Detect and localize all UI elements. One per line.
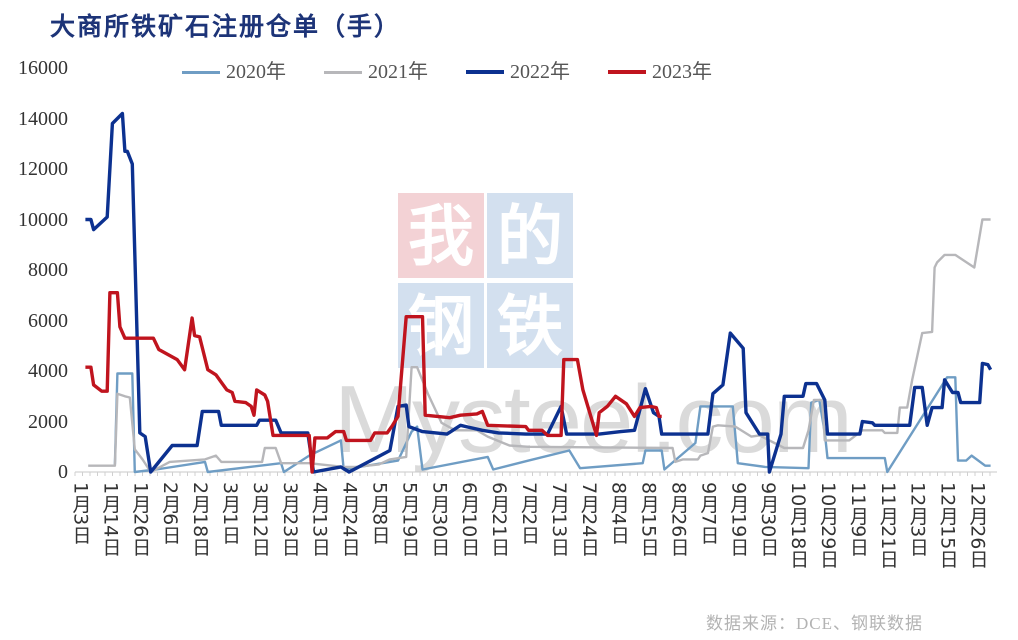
y-tick-label: 12000 bbox=[18, 158, 68, 180]
watermark-tile: 铁 bbox=[487, 283, 573, 368]
x-tick-label: 7月13日 bbox=[547, 482, 570, 557]
watermark-tile: 我 bbox=[398, 193, 484, 278]
legend-item: 2021年 bbox=[324, 60, 428, 84]
y-tick-label: 0 bbox=[58, 461, 68, 483]
y-tick-label: 10000 bbox=[18, 208, 68, 231]
watermark-char: 的 bbox=[497, 196, 563, 275]
y-tick-label: 4000 bbox=[28, 360, 68, 382]
watermark-char: 钢 bbox=[408, 286, 474, 365]
watermark-tile: 钢 bbox=[398, 283, 484, 368]
x-tick-label: 9月7日 bbox=[697, 482, 720, 545]
x-tick-label: 5月19日 bbox=[398, 482, 421, 557]
x-tick-label: 6月10日 bbox=[458, 482, 481, 557]
x-tick-label: 10月18日 bbox=[787, 482, 810, 569]
series-line-2022 bbox=[85, 111, 993, 474]
y-tick-label: 2000 bbox=[28, 410, 68, 433]
x-tick-label: 1月14日 bbox=[99, 482, 122, 557]
legend-swatch bbox=[608, 70, 646, 74]
legend-label: 2021年 bbox=[368, 61, 428, 83]
legend-label: 2023年 bbox=[652, 61, 712, 83]
x-tick-label: 8月4日 bbox=[607, 482, 630, 545]
x-tick-label: 4月24日 bbox=[338, 482, 361, 557]
x-tick-label: 5月30日 bbox=[428, 482, 451, 557]
x-tick-label: 3月12日 bbox=[248, 482, 271, 557]
legend-item: 2022年 bbox=[466, 60, 570, 84]
data-source-note: 数据来源：DCE、钢联数据 bbox=[706, 614, 923, 633]
x-tick-label: 7月2日 bbox=[518, 482, 540, 545]
series-line-2021 bbox=[88, 218, 991, 474]
x-tick-label: 2月6日 bbox=[159, 482, 182, 545]
x-tick-label: 9月19日 bbox=[727, 482, 750, 557]
x-tick-label: 12月3日 bbox=[906, 482, 929, 557]
x-tick-label: 12月15日 bbox=[936, 482, 959, 569]
watermark-tile: 的 bbox=[487, 193, 573, 278]
legend-swatch bbox=[466, 70, 504, 74]
x-tick-label: 12月26日 bbox=[966, 482, 989, 569]
legend-item: 2023年 bbox=[608, 60, 712, 84]
legend-label: 2020年 bbox=[226, 61, 286, 83]
x-tick-label: 3月1日 bbox=[219, 482, 241, 545]
chart-title: 大商所铁矿石注册仓单（手） bbox=[50, 12, 402, 41]
y-tick-label: 16000 bbox=[18, 57, 68, 79]
y-tick-label: 14000 bbox=[18, 107, 68, 130]
x-tick-label: 11月9日 bbox=[846, 482, 869, 557]
y-tick-label: 6000 bbox=[28, 309, 68, 332]
y-tick-label: 8000 bbox=[28, 259, 68, 281]
series-line-2023 bbox=[85, 291, 662, 474]
legend-swatch bbox=[182, 70, 220, 74]
x-tick-label: 11月21日 bbox=[876, 482, 899, 569]
series-line-2020 bbox=[113, 372, 991, 474]
x-tick-label: 7月24日 bbox=[577, 482, 600, 557]
x-tick-label: 4月13日 bbox=[308, 482, 331, 557]
x-tick-label: 10月29日 bbox=[817, 482, 839, 569]
x-tick-label: 3月23日 bbox=[278, 482, 301, 557]
x-tick-label: 2月18日 bbox=[189, 482, 212, 557]
x-tick-label: 8月15日 bbox=[637, 482, 660, 557]
x-tick-label: 8月26日 bbox=[667, 482, 690, 557]
x-tick-label: 5月8日 bbox=[368, 482, 391, 545]
legend-label: 2022年 bbox=[510, 61, 570, 83]
legend-swatch bbox=[324, 70, 362, 74]
x-tick-label: 6月21日 bbox=[488, 482, 511, 557]
legend-item: 2020年 bbox=[182, 60, 286, 84]
watermark-char: 铁 bbox=[497, 286, 563, 365]
watermark-char: 我 bbox=[408, 196, 474, 275]
x-tick-label: 1月3日 bbox=[69, 482, 92, 545]
x-tick-label: 9月30日 bbox=[757, 482, 780, 557]
x-tick-label: 1月26日 bbox=[129, 482, 152, 557]
legend: 2020年 2021年 2022年 2023年 bbox=[182, 60, 750, 84]
